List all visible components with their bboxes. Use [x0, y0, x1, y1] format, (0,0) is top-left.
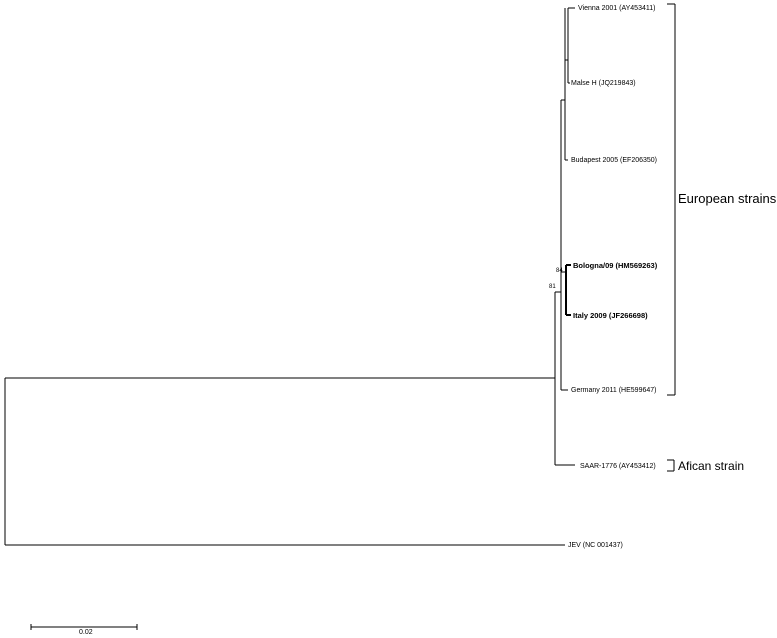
group-label-african: Afican strain: [678, 459, 744, 473]
leaf-label-germany: Germany 2011 (HE599647): [571, 387, 656, 394]
leaf-label-malsie: Malse H (JQ219843): [571, 80, 636, 87]
european-bracket: [667, 3, 676, 396]
leaf-label-jev: JEV (NC 001437): [568, 542, 623, 549]
african-bracket: [667, 459, 675, 472]
leaf-label-italy: Italy 2009 (JF266698): [573, 311, 648, 320]
leaf-label-bologna: Bologna/09 (HM569263): [573, 261, 658, 270]
scale-bar: [30, 624, 138, 630]
scale-bar-label: 0.02: [79, 629, 93, 636]
leaf-label-budapest: Budapest 2005 (EF206350): [571, 157, 657, 164]
group-label-european: European strains: [678, 191, 777, 206]
leaf-label-saar: SAAR-1776 (AY453412): [580, 463, 656, 470]
bootstrap-84: 84: [556, 268, 563, 274]
bootstrap-81: 81: [549, 284, 556, 290]
leaf-label-vienna: Vienna 2001 (AY453411): [578, 5, 655, 12]
